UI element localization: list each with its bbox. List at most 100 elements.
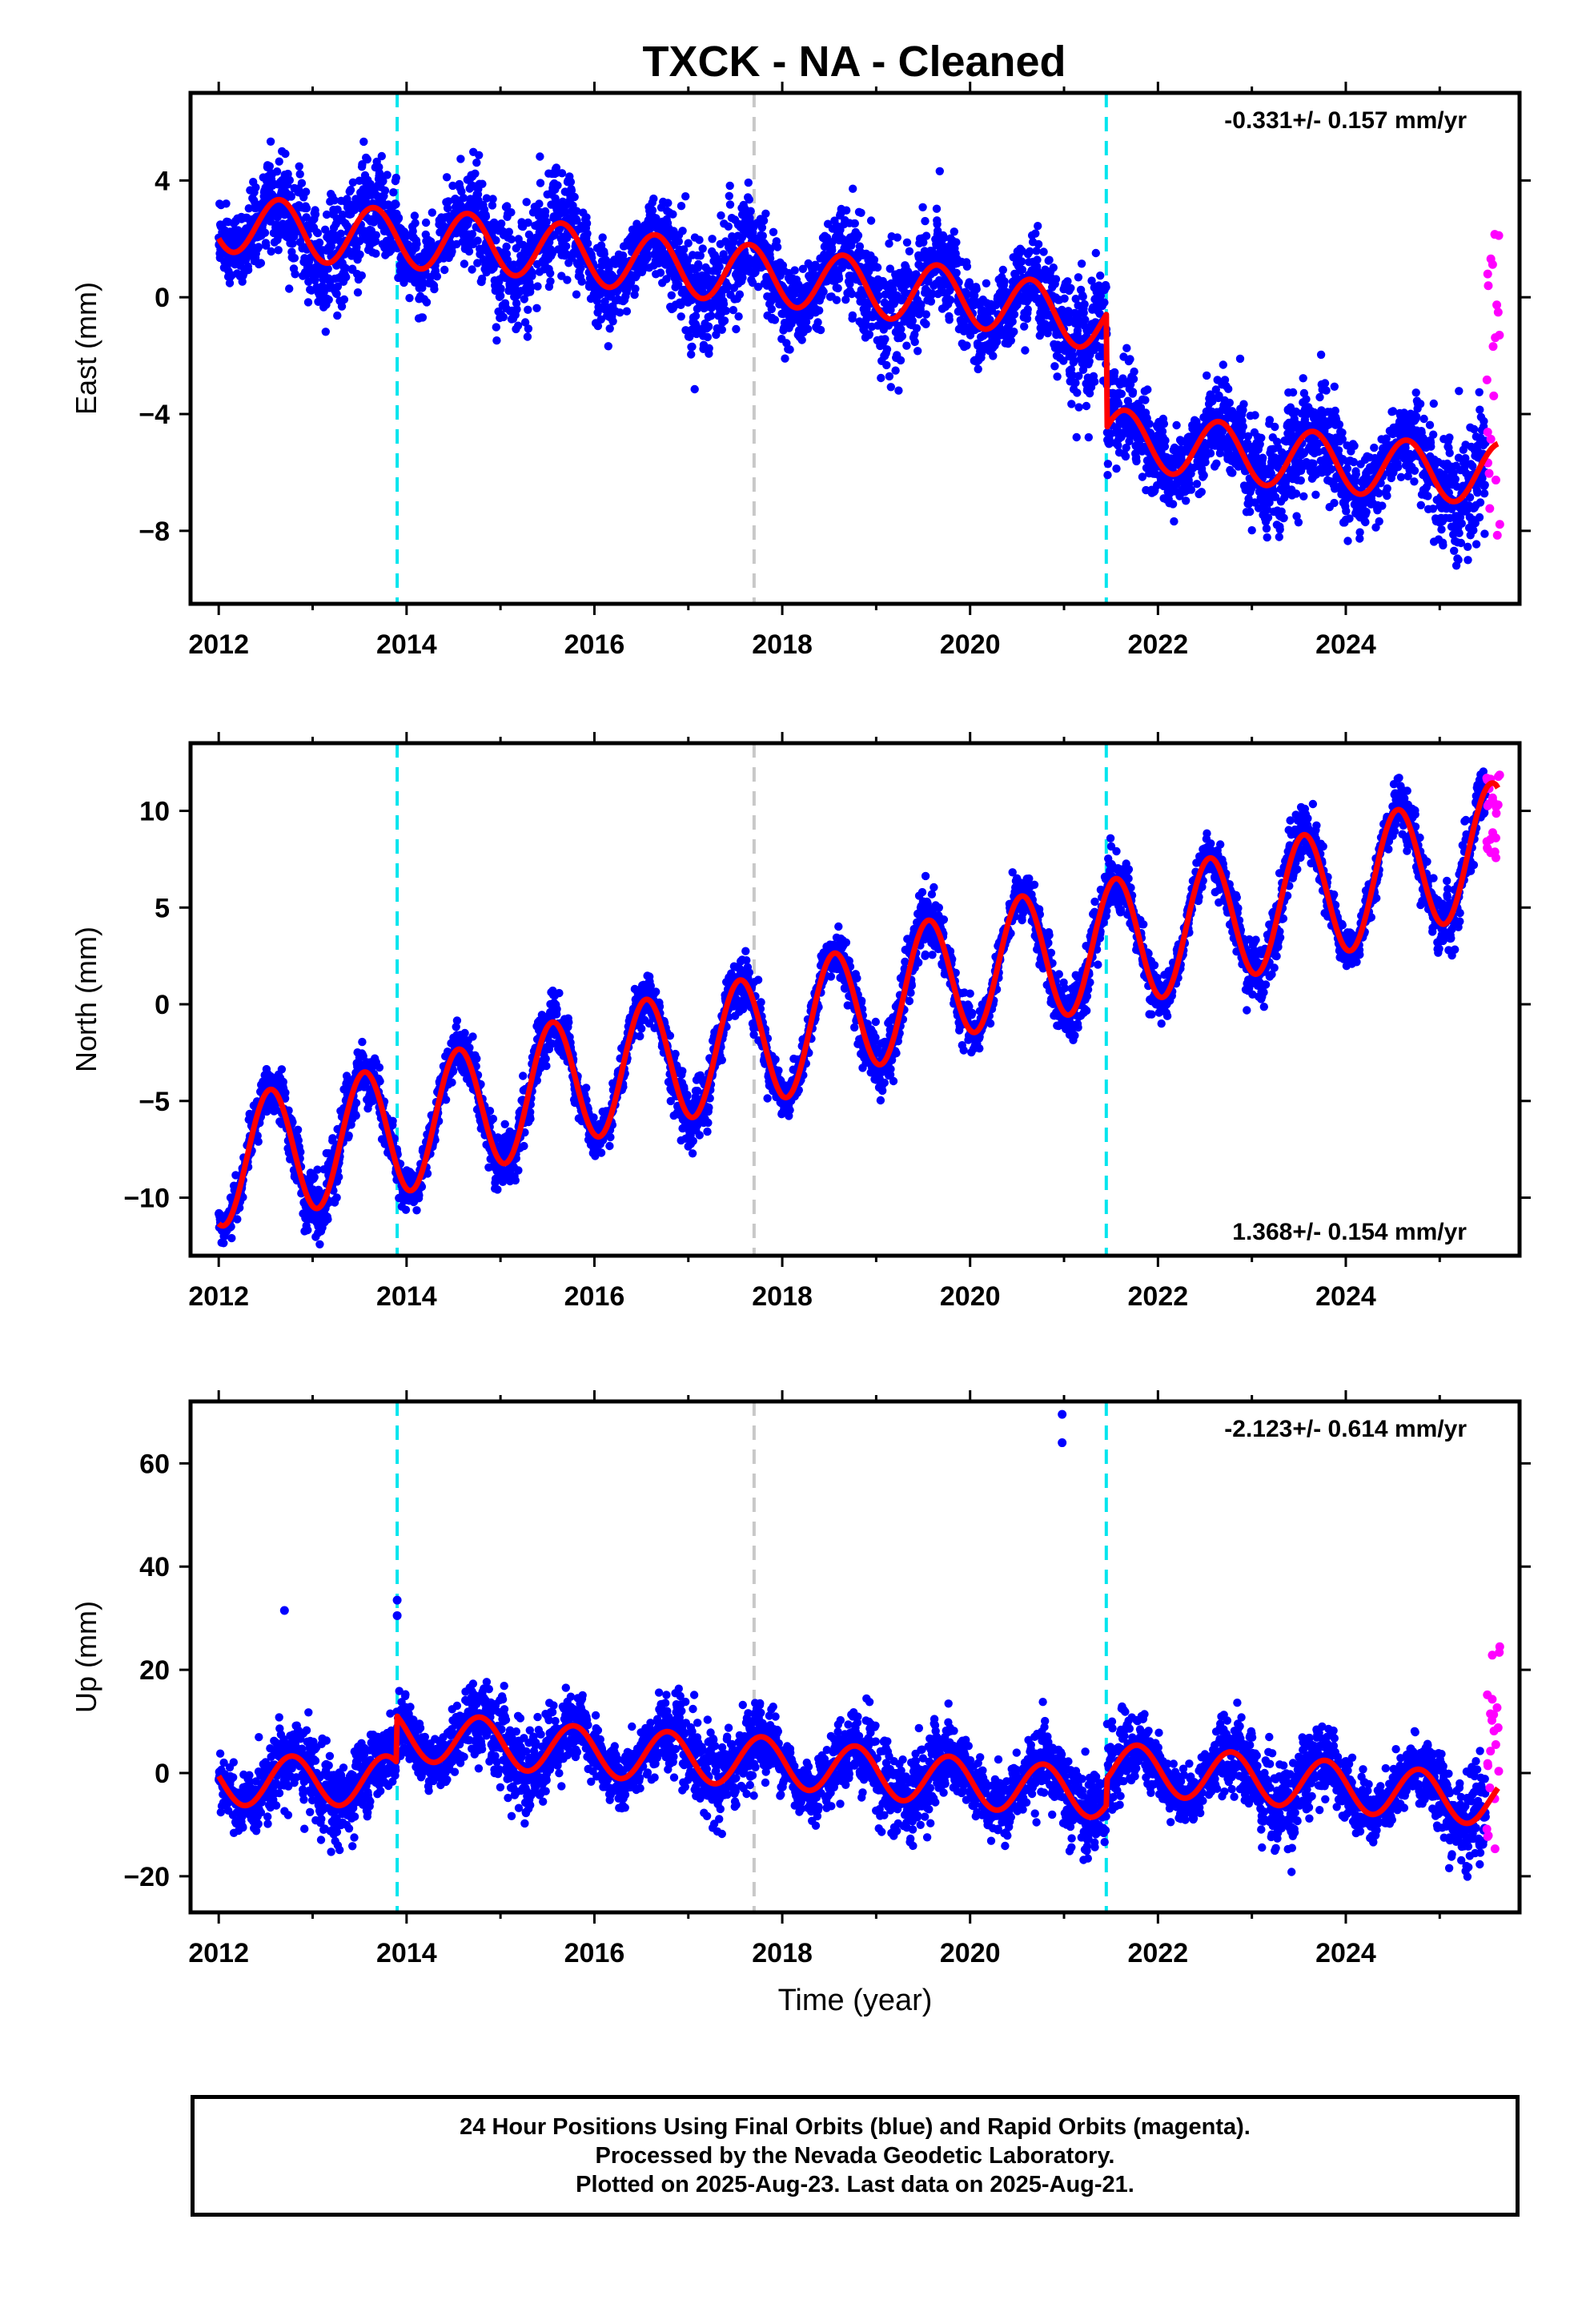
east-data-point — [527, 283, 536, 292]
east-data-point — [371, 237, 380, 246]
east-data-point — [725, 191, 733, 200]
east-data-point — [1235, 354, 1245, 364]
east-data-point — [1103, 471, 1112, 480]
east-data-point — [1034, 222, 1042, 231]
east-data-point — [1427, 442, 1435, 451]
east-data-point — [1122, 344, 1131, 352]
east-data-point — [1049, 263, 1058, 272]
east-data-point — [389, 188, 398, 197]
east-data-point — [256, 259, 266, 267]
east-data-point — [333, 282, 343, 291]
east-data-point — [1251, 411, 1259, 420]
east-data-point — [523, 332, 532, 341]
east-data-point — [687, 350, 696, 359]
east-data-point — [1410, 466, 1419, 475]
east-data-point — [1423, 492, 1432, 501]
east-data-point — [1455, 529, 1464, 537]
east-x-tick-label: 2022 — [1128, 629, 1189, 660]
east-data-point — [1031, 229, 1040, 238]
east-data-point — [412, 239, 421, 248]
east-data-point — [767, 304, 776, 314]
east-data-point — [1102, 283, 1110, 292]
east-data-point — [1262, 524, 1271, 533]
east-data-point — [758, 231, 767, 240]
east-rapid-point — [1485, 504, 1495, 513]
east-data-point — [688, 342, 697, 352]
east-rapid-point — [1488, 259, 1497, 269]
east-data-point — [1010, 310, 1019, 319]
east-data-point — [572, 207, 581, 215]
east-data-point — [1275, 533, 1284, 541]
east-data-point — [680, 245, 689, 254]
east-data-point — [725, 181, 734, 191]
east-data-point — [1464, 556, 1472, 565]
east-data-point — [819, 287, 828, 296]
east-data-point — [468, 230, 477, 239]
east-data-point — [313, 228, 323, 238]
east-data-point — [873, 263, 882, 272]
east-data-point — [1410, 477, 1419, 486]
east-data-point — [1480, 416, 1488, 426]
east-data-point — [482, 194, 492, 203]
east-data-point — [989, 352, 998, 360]
east-data-point — [921, 320, 930, 328]
east-plot-frame — [188, 90, 1522, 606]
east-data-point — [499, 312, 508, 322]
east-data-point — [422, 298, 432, 307]
east-data-point — [1334, 446, 1343, 455]
east-data-point — [962, 262, 972, 271]
east-data-point — [681, 192, 690, 201]
east-data-point — [1342, 507, 1351, 516]
east-data-point — [488, 201, 497, 210]
east-data-point — [848, 311, 857, 320]
east-data-point — [502, 242, 511, 251]
east-data-point — [1239, 422, 1248, 431]
east-data-point — [477, 274, 487, 283]
east-data-point — [371, 231, 380, 239]
east-data-point — [853, 231, 863, 240]
east-data-point — [391, 200, 400, 209]
east-data-point — [1472, 540, 1481, 549]
east-x-tick-label: 2014 — [376, 629, 437, 660]
east-rapid-point — [1489, 391, 1499, 400]
east-data-point — [1469, 526, 1478, 535]
east-data-point — [333, 205, 342, 214]
east-data-point — [1091, 248, 1101, 258]
east-data-point — [1074, 273, 1083, 282]
east-data-point — [677, 312, 685, 321]
east-data-point — [1415, 400, 1425, 408]
east-data-point — [1279, 513, 1288, 522]
east-data-point — [1411, 388, 1420, 397]
east-data-point — [567, 186, 576, 195]
east-data-point — [649, 194, 658, 203]
east-data-point — [648, 206, 657, 215]
east-data-point — [847, 289, 857, 299]
east-data-point — [946, 296, 955, 304]
east-data-point — [1082, 401, 1091, 411]
east-data-point — [1296, 476, 1306, 485]
east-data-point — [1320, 379, 1330, 388]
east-data-point — [1476, 405, 1484, 414]
east-data-point — [1419, 414, 1428, 424]
east-data-point — [1096, 271, 1105, 280]
east-data-point — [1128, 388, 1138, 396]
east-data-point — [913, 347, 922, 356]
east-data-point — [885, 239, 893, 248]
east-data-point — [769, 227, 778, 236]
east-data-point — [857, 208, 865, 217]
east-data-point — [1411, 412, 1421, 421]
east-data-point — [492, 336, 501, 345]
east-rapid-point — [1483, 269, 1492, 279]
east-data-point — [496, 292, 505, 300]
east-data-point — [1355, 528, 1364, 537]
east-data-point — [546, 277, 555, 286]
east-data-point — [512, 299, 521, 308]
east-data-point — [1045, 255, 1054, 264]
east-data-point — [302, 203, 311, 213]
east-data-point — [428, 208, 436, 217]
east-data-point — [1039, 247, 1048, 256]
east-data-point — [254, 243, 263, 251]
east-data-point — [866, 216, 876, 225]
east-y-tick-label: −8 — [139, 517, 170, 547]
east-data-point — [1090, 377, 1099, 386]
